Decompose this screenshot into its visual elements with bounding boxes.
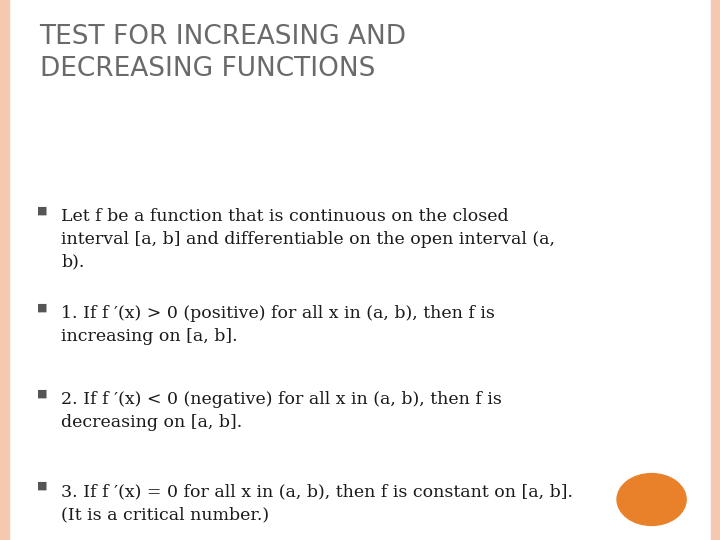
Text: ■: ■ — [37, 389, 48, 399]
Text: 1. If f ′(x) > 0 (positive) for all x in (a, b), then f is
increasing on [a, b].: 1. If f ′(x) > 0 (positive) for all x in… — [61, 305, 495, 345]
Text: ■: ■ — [37, 481, 48, 491]
Bar — [711, 0, 720, 540]
Text: 3. If f ′(x) = 0 for all x in (a, b), then f is constant on [a, b].
(It is a cri: 3. If f ′(x) = 0 for all x in (a, b), th… — [61, 483, 573, 523]
Text: ■: ■ — [37, 302, 48, 313]
Text: Let f be a function that is continuous on the closed
interval [a, b] and differe: Let f be a function that is continuous o… — [61, 208, 555, 271]
Circle shape — [617, 474, 686, 525]
Bar — [0, 0, 9, 540]
Text: ■: ■ — [37, 205, 48, 215]
Text: 2. If f ′(x) < 0 (negative) for all x in (a, b), then f is
decreasing on [a, b].: 2. If f ′(x) < 0 (negative) for all x in… — [61, 392, 502, 431]
Text: TEST FOR INCREASING AND
DECREASING FUNCTIONS: TEST FOR INCREASING AND DECREASING FUNCT… — [40, 24, 407, 82]
